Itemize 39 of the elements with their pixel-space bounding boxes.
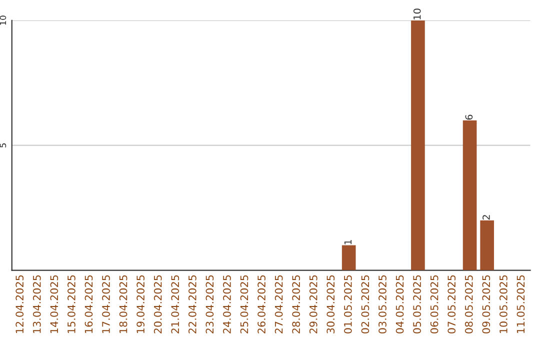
bar — [342, 245, 356, 270]
x-tick-label: 02.05.2025 — [361, 275, 370, 334]
x-tick-label: 28.04.2025 — [292, 275, 300, 334]
data-label: 1 — [344, 240, 352, 244]
x-tick-label: 23.04.2025 — [206, 275, 214, 334]
x-tick-label: 05.05.2025 — [413, 275, 421, 334]
x-tick-label: 14.04.2025 — [50, 275, 58, 333]
x-tick-label: 20.04.2025 — [154, 275, 162, 334]
x-tick-label: 07.05.2025 — [448, 275, 456, 334]
x-tick-label: 10.05.2025 — [500, 275, 508, 333]
bar — [411, 20, 425, 270]
x-tick-label: 09.05.2025 — [482, 275, 490, 334]
x-tick-label: 30.04.2025 — [326, 275, 335, 334]
x-tick-label: 25.04.2025 — [240, 275, 248, 334]
x-tick-label: 08.05.2025 — [464, 275, 473, 334]
x-tick-label: 01.05.2025 — [344, 275, 352, 334]
y-tick-label: 5 — [0, 143, 6, 148]
x-tick-label: 19.04.2025 — [136, 275, 144, 333]
x-tick-label: 17.04.2025 — [102, 275, 110, 333]
data-label: 10 — [413, 8, 421, 20]
bar — [480, 220, 494, 270]
x-tick-label: 22.04.2025 — [188, 275, 196, 334]
x-tick-label: 21.04.2025 — [171, 275, 180, 334]
x-tick-label: 18.04.2025 — [119, 275, 128, 333]
bar — [462, 120, 477, 270]
x-tick-label: 26.04.2025 — [258, 275, 266, 334]
x-tick-label: 12.04.2025 — [16, 275, 24, 333]
data-label: 6 — [465, 114, 473, 120]
x-tick-label: 06.05.2025 — [430, 275, 438, 334]
x-tick-label: 15.04.2025 — [68, 275, 76, 333]
x-tick-label: 03.05.2025 — [378, 275, 386, 334]
x-tick-label: 11.05.2025 — [516, 275, 525, 333]
x-tick-label: 13.04.2025 — [32, 275, 41, 333]
x-tick-label: 16.04.2025 — [84, 275, 93, 333]
x-tick-label: 29.04.2025 — [309, 275, 318, 334]
data-label: 2 — [482, 215, 490, 220]
x-tick-label: 04.05.2025 — [396, 275, 404, 334]
x-tick-label: 24.04.2025 — [223, 275, 231, 334]
x-tick-label: 27.04.2025 — [274, 275, 283, 334]
